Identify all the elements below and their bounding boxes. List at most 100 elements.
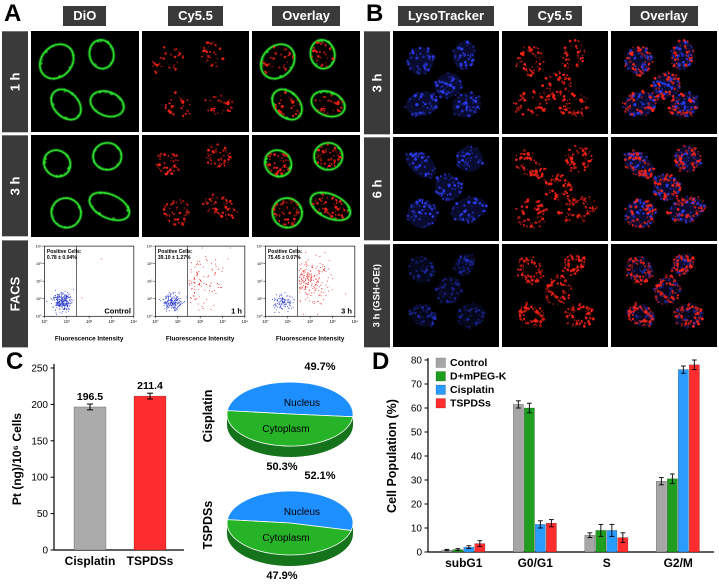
svg-text:Positive Cells:: Positive Cells: [268,248,303,254]
row-label-6h: 6 h [364,137,390,241]
distribution-pie-charts: NucleusCytoplasm49.7%50.3%CisplatinNucle… [201,361,354,582]
micrograph-canvas [141,135,250,237]
panel-b-label: B [366,0,384,27]
panel-c: C 0 50 100 150 200 250 196.5 Cisplatin 211.4 TSPD… [0,348,368,585]
svg-text:10⁴: 10⁴ [36,244,42,248]
micrograph-1h-dio [31,31,139,133]
panel-b: B LysoTracker Cy5.5 Overlay 3 h 6 h 3 h … [364,0,717,347]
panel-b-header-cell: Cy5.5 [502,4,608,28]
micrograph-canvas [31,31,139,133]
svg-text:10⁰: 10⁰ [41,319,48,324]
column-header-lysotracker: LysoTracker [397,5,495,27]
column-header-overlay-b: Overlay [630,5,698,27]
svg-text:10⁰: 10⁰ [36,314,42,318]
micrograph-b3h-overlay [611,31,717,135]
micrograph-b3h-lyso [393,31,499,135]
panel-b-header-cell: LysoTracker [393,4,499,28]
micrograph-6h-lyso [393,137,499,241]
micrograph-canvas [31,135,139,237]
micrograph-canvas [393,243,499,347]
svg-text:Control: Control [104,306,131,315]
svg-text:10²: 10² [147,278,153,283]
micrograph-canvas [502,137,608,241]
facs-canvas: 10⁰ 10¹ 10² 10³ 10⁴ 10⁰ 10¹ 10² 10³ 10⁴ Fluorescen… [257,244,359,342]
svg-text:10⁰: 10⁰ [152,319,159,324]
svg-text:10³: 10³ [219,319,226,324]
svg-text:10⁴: 10⁴ [257,244,263,248]
svg-text:10³: 10³ [257,261,263,266]
panel-a-header-cell: Cy5.5 [142,4,250,28]
svg-text:10¹: 10¹ [36,296,42,301]
svg-text:0.78 ± 0.04%: 0.78 ± 0.04% [47,255,77,261]
micrograph-6h-cy55 [502,137,608,241]
facs-plot-control: 10⁰ 10¹ 10² 10³ 10⁴ 10⁰ 10¹ 10² 10³ 10⁴ Fluorescen… [31,239,139,347]
svg-text:10²: 10² [307,319,314,324]
panel-b-header-cell: Overlay [611,4,717,28]
svg-text:10⁰: 10⁰ [257,314,263,318]
pt-uptake-bar-chart: 050100150200250196.5Cisplatin211.4TSPDSs… [10,364,184,568]
panel-d: D 0 10 20 30 40 50 60 70 80 subG1 G0/G1 S G2/M Contro… [368,348,719,585]
svg-text:10⁰: 10⁰ [263,319,270,324]
row-label-facs: FACS [2,239,28,347]
column-header-dio: DiO [63,5,107,27]
panel-a-label: A [4,0,22,27]
micrograph-gshoet-lyso [393,243,499,347]
micrograph-canvas [393,137,499,241]
svg-text:10²: 10² [197,319,204,324]
micrograph-3h-overlay [252,135,360,237]
svg-text:10¹: 10¹ [147,296,153,301]
svg-text:10⁴: 10⁴ [131,319,138,324]
svg-text:10¹: 10¹ [64,319,71,324]
panel-b-grid: LysoTracker Cy5.5 Overlay 3 h 6 h 3 h (G… [364,4,717,347]
micrograph-canvas [252,135,360,237]
micrograph-canvas [252,31,360,133]
panel-c-label: C [6,348,24,375]
svg-text:10⁴: 10⁴ [352,319,359,324]
row-label-3h-b: 3 h [364,31,390,135]
micrograph-1h-cy55 [141,31,250,133]
column-header-cy55: Cy5.5 [168,5,223,27]
micrograph-gshoet-cy55 [502,243,608,347]
svg-text:10³: 10³ [330,319,337,324]
svg-text:10³: 10³ [147,261,153,266]
facs-canvas: 10⁰ 10¹ 10² 10³ 10⁴ 10⁰ 10¹ 10² 10³ 10⁴ Fluorescen… [146,244,248,342]
micrograph-canvas [611,31,717,135]
svg-text:10¹: 10¹ [257,296,263,301]
svg-text:10¹: 10¹ [174,319,181,324]
svg-text:10¹: 10¹ [285,319,292,324]
svg-text:10²: 10² [86,319,93,324]
svg-text:1 h: 1 h [231,306,242,315]
facs-plot-3h: 10⁰ 10¹ 10² 10³ 10⁴ 10⁰ 10¹ 10² 10³ 10⁴ Fluorescen… [252,239,360,347]
svg-text:10³: 10³ [109,319,116,324]
svg-text:39.10 ± 1.27%: 39.10 ± 1.27% [158,255,191,261]
panel-d-label: D [372,348,390,375]
micrograph-6h-overlay [611,137,717,241]
svg-text:10²: 10² [36,278,42,283]
facs-canvas: 10⁰ 10¹ 10² 10³ 10⁴ 10⁰ 10¹ 10² 10³ 10⁴ Fluorescen… [36,244,138,342]
svg-text:Fluorescence Intensity: Fluorescence Intensity [276,335,345,342]
svg-text:10³: 10³ [36,261,42,266]
micrograph-1h-overlay [252,31,360,133]
svg-text:10⁴: 10⁴ [241,319,248,324]
row-label-1h: 1 h [2,31,28,133]
micrograph-canvas [611,137,717,241]
micrograph-canvas [393,31,499,135]
panel-a-header-cell: Overlay [252,4,360,28]
panel-a-grid: DiO Cy5.5 Overlay 1 h 3 h FACS 10⁰ 10¹ 10²… [2,4,360,347]
column-header-overlay: Overlay [272,5,340,27]
micrograph-3h-cy55 [141,135,250,237]
micrograph-gshoet-overlay [611,243,717,347]
column-header-cy55-b: Cy5.5 [527,5,583,27]
row-label-3h: 3 h [2,135,28,237]
svg-text:Positive Cells:: Positive Cells: [47,248,82,254]
svg-text:10⁴: 10⁴ [146,244,152,248]
micrograph-canvas [611,243,717,347]
svg-text:10²: 10² [257,278,263,283]
svg-text:Fluorescence Intensity: Fluorescence Intensity [166,335,235,342]
svg-text:75.45 ± 0.07%: 75.45 ± 0.07% [268,255,301,261]
facs-plot-1h: 10⁰ 10¹ 10² 10³ 10⁴ 10⁰ 10¹ 10² 10³ 10⁴ Fluorescen… [141,239,250,347]
micrograph-b3h-cy55 [502,31,608,135]
svg-text:10⁰: 10⁰ [146,314,152,318]
svg-text:3 h: 3 h [341,306,352,315]
